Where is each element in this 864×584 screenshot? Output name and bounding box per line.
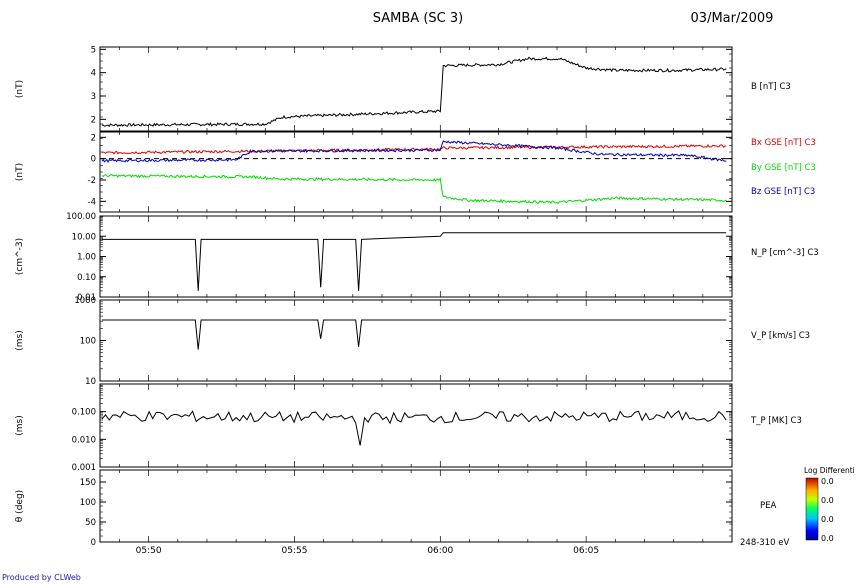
colorbar-tick-1: 0.0: [821, 477, 834, 486]
pea-energy: 248-310 eV: [740, 538, 789, 548]
panel-frame-6: [99, 469, 733, 543]
ytick-label-2-2: 0: [91, 155, 96, 165]
colorbar-title: Log Differenti: [804, 466, 855, 475]
panel-frame-2: [99, 131, 733, 213]
series-line-1-1: [101, 56, 727, 128]
series-line-3-1: [101, 232, 727, 291]
series-label-1-1: B [nT] C3: [751, 82, 791, 92]
ytick-label-1-0: 2: [91, 115, 96, 125]
series-label-5-1: T_P [MK] C3: [750, 416, 802, 426]
ytick-label-4-1: 100: [80, 337, 96, 347]
panel-frame-1: [99, 46, 733, 132]
ytick-label-6-2: 100: [80, 498, 96, 508]
ytick-label-2-3: 2: [91, 133, 96, 143]
ylabel-6: θ (deg): [15, 490, 25, 522]
ylabel-5: (ms): [15, 415, 25, 435]
ytick-label-5-2: 0.100: [72, 408, 96, 418]
ytick-label-6-1: 50: [85, 518, 96, 528]
ytick-label-4-0: 10: [85, 377, 96, 387]
ytick-label-5-1: 0.010: [72, 435, 96, 445]
ylabel-1: (nT): [15, 80, 25, 98]
series-label-2-2: By GSE [nT] C3: [751, 163, 816, 173]
panel-frame-4: [99, 299, 733, 382]
ytick-label-6-0: 0: [91, 538, 96, 548]
xtick-label-1: 05:55: [281, 546, 307, 556]
xtick-label-3: 06:05: [573, 546, 599, 556]
footer-credit: Produced by CLWeb: [2, 573, 81, 582]
ylabel-2: (nT): [15, 163, 25, 181]
ylabel-3: (cm^-3): [15, 238, 25, 275]
colorbar-tick-2: 0.0: [821, 496, 834, 505]
series-line-5-1: [101, 410, 727, 446]
series-label-2-1: Bx GSE [nT] C3: [751, 138, 816, 148]
ytick-label-6-3: 150: [80, 478, 96, 488]
ytick-label-2-1: -2: [88, 176, 96, 186]
xtick-label-0: 05:50: [136, 546, 162, 556]
xtick-label-2: 06:00: [427, 546, 453, 556]
colorbar: [805, 477, 819, 541]
ytick-label-5-0: 0.001: [72, 463, 96, 473]
series-line-2-2: [101, 174, 727, 205]
panel-frame-3: [99, 215, 733, 298]
ytick-label-1-1: 3: [91, 92, 96, 102]
plot-date: 03/Mar/2009: [691, 11, 774, 26]
series-line-2-1: [101, 144, 727, 155]
ytick-label-1-3: 5: [91, 45, 96, 55]
series-label-4-1: V_P [km/s] C3: [751, 331, 810, 341]
series-label-2-3: Bz GSE [nT] C3: [751, 187, 815, 197]
series-line-2-3: [101, 140, 727, 164]
ytick-label-1-2: 4: [91, 69, 96, 79]
series-label-3-1: N_P [cm^-3] C3: [751, 248, 819, 258]
pea-label: PEA: [760, 501, 776, 511]
colorbar-tick-4: 0.0: [821, 534, 834, 543]
ytick-label-4-2: 1000: [74, 296, 96, 306]
panel-frame-5: [99, 383, 733, 468]
ytick-label-3-2: 1.00: [77, 253, 96, 263]
ytick-label-3-0: 0.01: [77, 293, 96, 303]
ytick-label-3-4: 100.00: [66, 212, 96, 222]
ytick-label-2-0: -4: [88, 197, 96, 207]
ytick-label-3-1: 0.10: [77, 273, 96, 283]
ytick-label-3-3: 10.00: [72, 232, 96, 242]
plot-title: SAMBA (SC 3): [373, 11, 463, 26]
series-line-4-1: [101, 319, 727, 350]
colorbar-tick-3: 0.0: [821, 515, 834, 524]
ylabel-4: (ms): [15, 330, 25, 350]
